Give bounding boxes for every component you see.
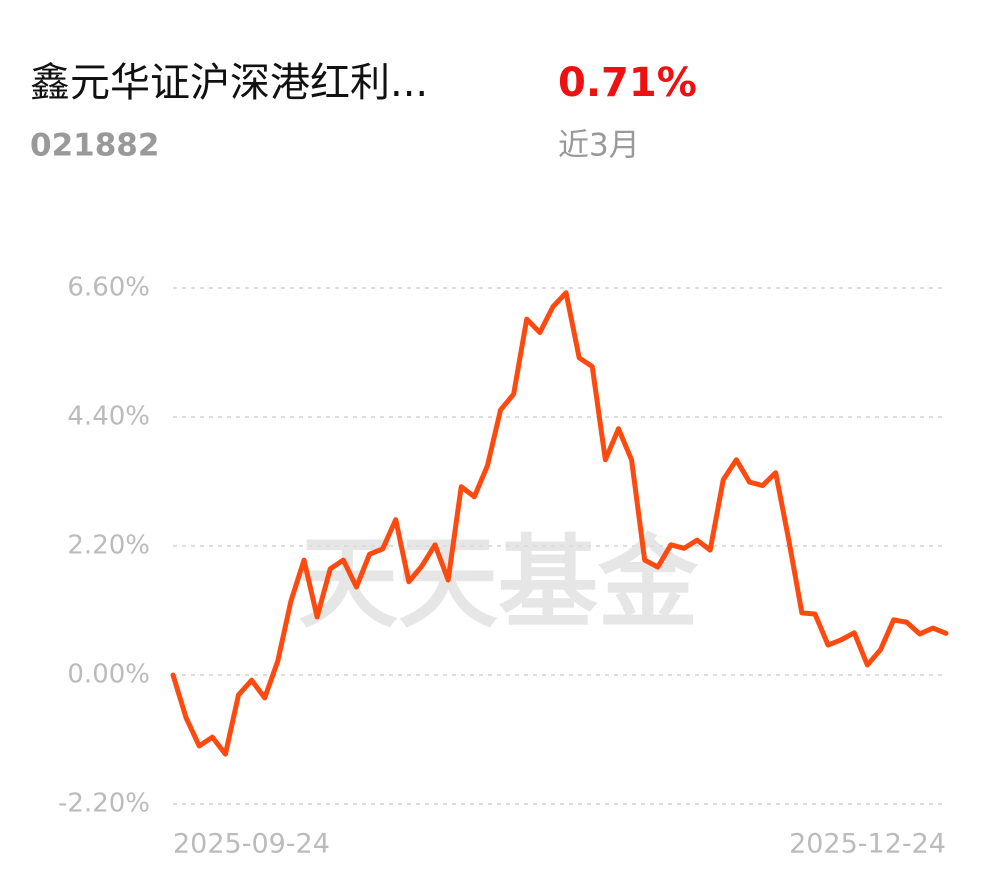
line-series: [170, 290, 949, 757]
x-tick-label: 2025-12-24: [789, 829, 946, 860]
period-label: 近3月: [558, 128, 640, 164]
watermark: 天天基金: [298, 524, 699, 641]
y-tick-label: 0.00%: [67, 660, 150, 690]
y-tick-label: -2.20%: [58, 789, 150, 819]
fund-code: 021882: [30, 128, 159, 164]
return-value: 0.71%: [558, 60, 697, 106]
y-tick-label: 2.20%: [67, 531, 150, 561]
y-tick-label: 4.40%: [67, 402, 150, 432]
fund-title: 鑫元华证沪深港红利...: [30, 60, 428, 106]
x-tick-label: 2025-09-24: [173, 829, 330, 860]
chart: -2.20% 0.00% 2.20% 4.40% 6.60% 2025-09-24 2025…: [58, 273, 949, 860]
y-tick-label: 6.60%: [67, 273, 150, 303]
